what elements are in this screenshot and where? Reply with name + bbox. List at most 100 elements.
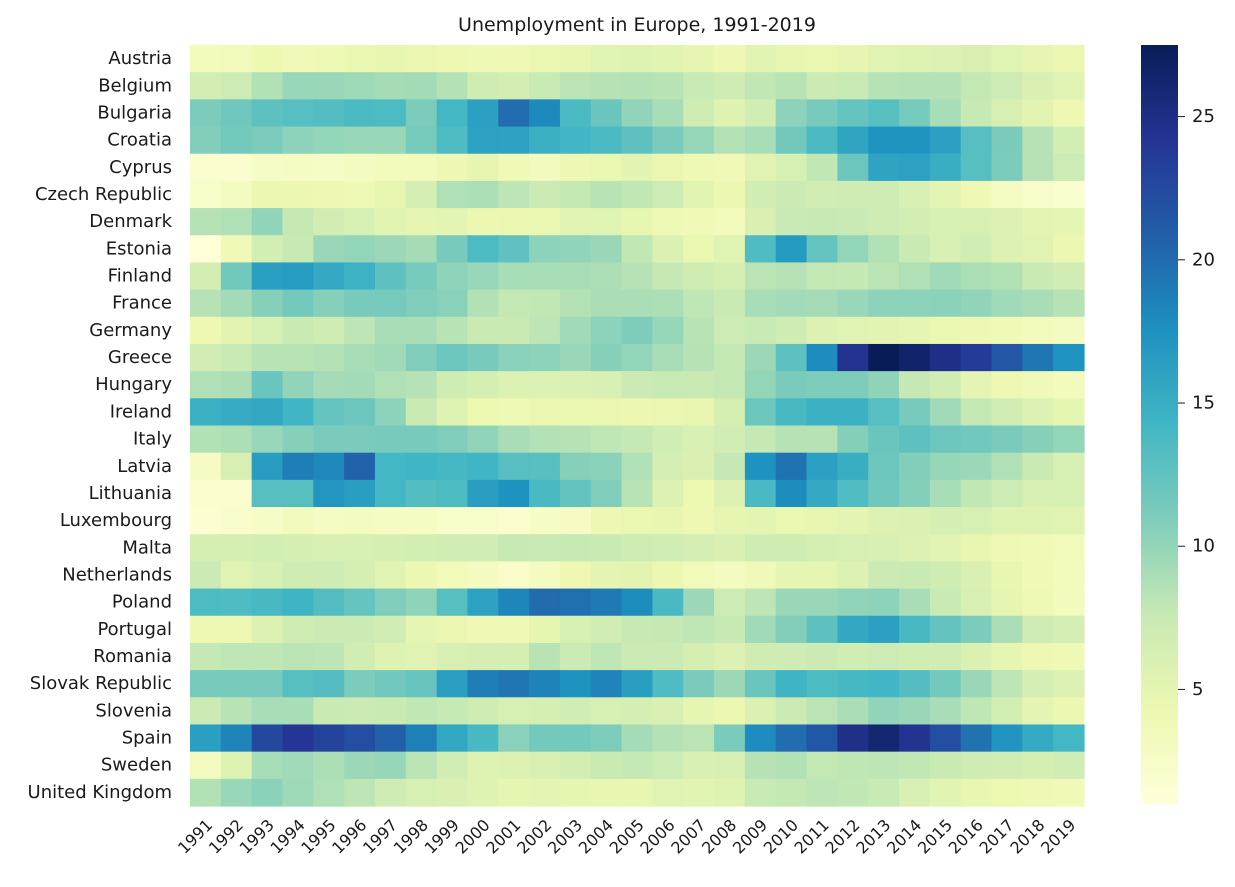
heatmap-cell (744, 479, 777, 508)
heatmap-cell (282, 398, 314, 427)
heatmap-cell (806, 452, 838, 481)
heatmap-cell (529, 751, 561, 780)
heatmap-cell (559, 534, 592, 562)
heatmap-cell (467, 507, 499, 535)
heatmap-cell (190, 452, 222, 481)
heatmap-cell (344, 45, 376, 73)
heatmap-cell (1022, 425, 1054, 454)
heatmap-cell (1022, 561, 1054, 590)
heatmap-cell (621, 642, 654, 671)
heatmap-cell (1022, 126, 1054, 155)
heatmap-cell (837, 697, 869, 726)
heatmap-cell (621, 99, 654, 128)
heatmap-cell (1022, 289, 1054, 318)
heatmap-cell (313, 778, 345, 807)
heatmap-cell (837, 262, 869, 291)
heatmap-cell (652, 153, 684, 182)
heatmap-cell (405, 72, 438, 100)
heatmap-cell (282, 778, 314, 807)
heatmap-cell (498, 588, 530, 617)
heatmap-cell (344, 208, 376, 236)
heatmap-cell (344, 588, 376, 617)
heatmap-cell (991, 153, 1023, 182)
heatmap-cell (559, 588, 592, 617)
y-tick-label: Latvia (117, 456, 172, 477)
heatmap-cell (868, 778, 900, 807)
heatmap-cell (960, 588, 993, 617)
heatmap-cell (251, 289, 284, 318)
heatmap-cell (498, 153, 530, 182)
heatmap-cell (714, 751, 746, 780)
heatmap-cell (714, 153, 746, 182)
heatmap-cell (991, 398, 1023, 427)
heatmap-cell (220, 398, 253, 427)
heatmap-cell (744, 452, 777, 481)
heatmap-cell (652, 262, 684, 291)
heatmap-cell (313, 479, 345, 508)
heatmap-cell (1022, 452, 1054, 481)
heatmap-cell (313, 452, 345, 481)
heatmap-cell (899, 289, 931, 318)
y-tick-label: Luxembourg (60, 510, 172, 531)
heatmap-cell (344, 99, 376, 128)
heatmap-cell (220, 316, 253, 345)
heatmap-cell (374, 45, 407, 73)
heatmap-cell (621, 425, 654, 454)
heatmap-cell (374, 316, 407, 345)
heatmap-cell (190, 479, 222, 508)
heatmap-cell (498, 642, 530, 671)
heatmap-cell (374, 398, 407, 427)
heatmap-cell (467, 425, 499, 454)
heatmap-cell (344, 751, 376, 780)
heatmap-cell (899, 72, 931, 100)
heatmap-cell (868, 45, 900, 73)
heatmap-cell (744, 153, 777, 182)
heatmap-cell (405, 398, 438, 427)
heatmap-cell (652, 398, 684, 427)
heatmap-cell (991, 371, 1023, 399)
heatmap-cell (652, 615, 684, 644)
heatmap-cell (467, 262, 499, 291)
heatmap-cell (960, 479, 993, 508)
heatmap-cell (991, 126, 1023, 155)
heatmap-cell (251, 99, 284, 128)
heatmap-cell (529, 615, 561, 644)
heatmap-cell (868, 371, 900, 399)
heatmap-cell (436, 235, 469, 264)
heatmap-cell (806, 778, 838, 807)
heatmap-cell (899, 99, 931, 128)
heatmap-cell (313, 72, 345, 100)
y-tick-label: Malta (122, 537, 172, 558)
heatmap-cell (960, 262, 993, 291)
heatmap-cell (652, 561, 684, 590)
heatmap-cell (405, 99, 438, 128)
heatmap-cell (837, 425, 869, 454)
heatmap-cell (220, 778, 253, 807)
heatmap-cell (251, 45, 284, 73)
y-tick-label: Denmark (89, 211, 172, 232)
heatmap-cell (220, 153, 253, 182)
heatmap-cell (868, 343, 900, 372)
heatmap-cell (590, 479, 623, 508)
colorbar (1141, 45, 1178, 804)
heatmap-cell (899, 371, 931, 399)
heatmap-cell (220, 208, 253, 236)
heatmap-cell (313, 534, 345, 562)
heatmap-cell (837, 670, 869, 698)
heatmap-cell (868, 126, 900, 155)
heatmap-cell (498, 72, 530, 100)
heatmap-cell (374, 751, 407, 780)
heatmap-cell (559, 289, 592, 318)
heatmap-cell (251, 697, 284, 726)
heatmap-cell (344, 235, 376, 264)
heatmap-cell (313, 262, 345, 291)
heatmap-cell (220, 45, 253, 73)
heatmap-cell (683, 425, 715, 454)
heatmap-cell (714, 371, 746, 399)
y-tick-label: Poland (112, 592, 172, 613)
heatmap-cell (868, 398, 900, 427)
heatmap-cell (744, 588, 777, 617)
heatmap-cell (806, 534, 838, 562)
heatmap-cell (1053, 778, 1085, 807)
heatmap-cell (344, 262, 376, 291)
